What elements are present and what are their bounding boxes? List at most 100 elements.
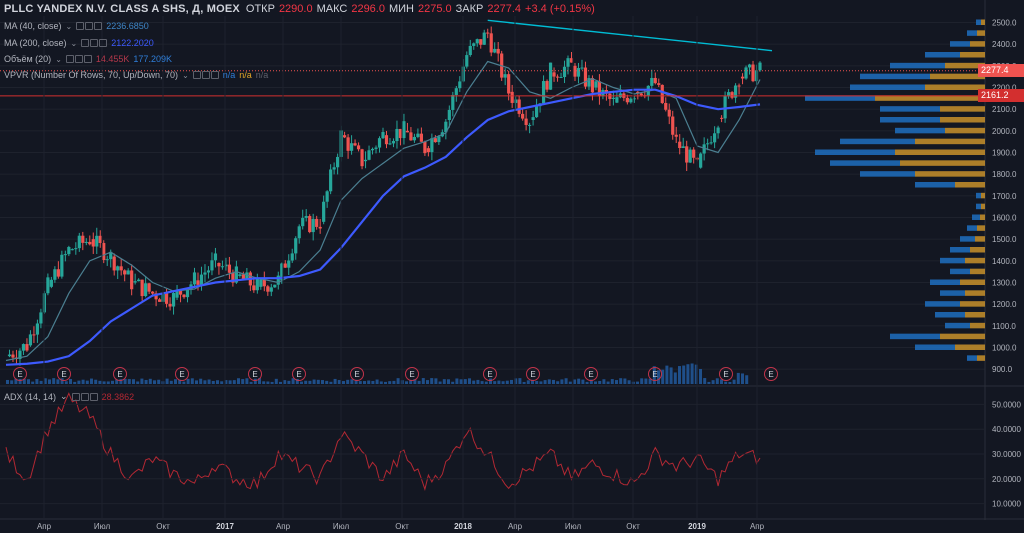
volume-bar [354,379,358,384]
ma40-line [5,60,761,362]
candle-body [660,84,664,103]
volume-bar [589,379,593,384]
candle-body [377,138,382,148]
volume-bar [350,379,354,384]
volume-bar [300,381,303,384]
volume-bar [577,378,581,384]
earnings-marker-label: E [179,370,184,379]
vpvr-up-bar [915,182,955,188]
candle-body [496,48,500,54]
candle-body [709,142,713,144]
candle-body [53,269,57,280]
earnings-marker[interactable] [719,367,733,381]
candle-body [398,128,403,139]
volume-bar [69,378,72,384]
candle-body [164,293,169,304]
earnings-marker-label: E [117,370,122,379]
volume-bar [367,380,371,384]
candle-body [178,290,183,295]
volume-bar [619,378,623,384]
earnings-marker[interactable] [57,367,71,381]
volume-bar [745,375,749,384]
earnings-marker[interactable] [248,367,262,381]
volume-bar [728,381,732,384]
candle-body [587,78,591,87]
vpvr-down-bar [875,95,985,101]
candle-body [301,217,305,227]
earnings-marker[interactable] [13,367,27,381]
candle-body [109,251,113,260]
earnings-marker[interactable] [526,367,540,381]
earnings-marker[interactable] [292,367,306,381]
volume-bar [623,378,627,384]
candle-body [482,32,486,45]
volume-bar [405,381,408,384]
time-tick-label: Апр [37,522,52,531]
earnings-marker[interactable] [648,367,662,381]
candle-body [269,287,273,292]
vpvr-down-bar [900,160,985,166]
volume-bar [186,378,190,384]
candle-body [751,64,755,82]
vpvr-up-bar [967,355,977,361]
earnings-marker[interactable] [113,367,127,381]
earnings-marker-label: E [723,370,728,379]
candle-body [447,109,451,120]
candle-body [514,99,518,103]
volume-bar [333,378,337,384]
candle-body [437,136,441,143]
candle-body [528,124,532,126]
volume-bar [342,381,345,384]
volume-bar [358,381,362,384]
candle-body [49,279,53,287]
candle-body [573,65,577,77]
earnings-marker-label: E [530,370,535,379]
candle-body [308,216,312,233]
volume-bar [64,381,68,384]
vpvr-down-bar [915,138,985,145]
volume-bar [669,367,673,384]
vpvr-up-bar [967,225,977,231]
volume-bar [699,369,702,384]
vpvr-down-bar [975,236,985,242]
volume-bar [686,364,690,384]
earnings-marker[interactable] [584,367,598,381]
earnings-marker[interactable] [764,367,778,381]
candle-body [192,272,197,285]
ma200-line [5,88,761,366]
earnings-marker[interactable] [483,367,497,381]
trendline[interactable] [487,19,773,52]
volume-bar [18,378,22,384]
vpvr-up-bar [976,19,981,25]
earnings-marker-label: E [252,370,257,379]
volume-bar [610,379,614,384]
volume-bar [392,380,396,384]
volume-bar [144,379,148,384]
candle-body [416,133,420,137]
candle-body [405,130,410,133]
vpvr-up-bar [915,344,955,350]
earnings-marker[interactable] [175,367,189,381]
vpvr-up-bar [976,203,981,210]
candle-body [426,148,430,153]
candle-body [681,146,685,149]
candle-body [185,289,190,298]
candle-body [98,235,102,244]
earnings-marker[interactable] [405,367,419,381]
candle-body [21,344,26,351]
candle-body [252,285,256,291]
candle-body [507,74,511,94]
candle-body [311,218,315,233]
candle-body [367,150,371,160]
volume-bar [459,379,463,384]
candle-body [276,275,280,285]
volume-bar [451,381,455,384]
volume-bar [140,378,144,384]
vpvr-up-bar [860,73,930,80]
candle-body [699,153,703,168]
candle-body [217,263,221,267]
earnings-marker[interactable] [350,367,364,381]
volume-bar [417,380,421,384]
